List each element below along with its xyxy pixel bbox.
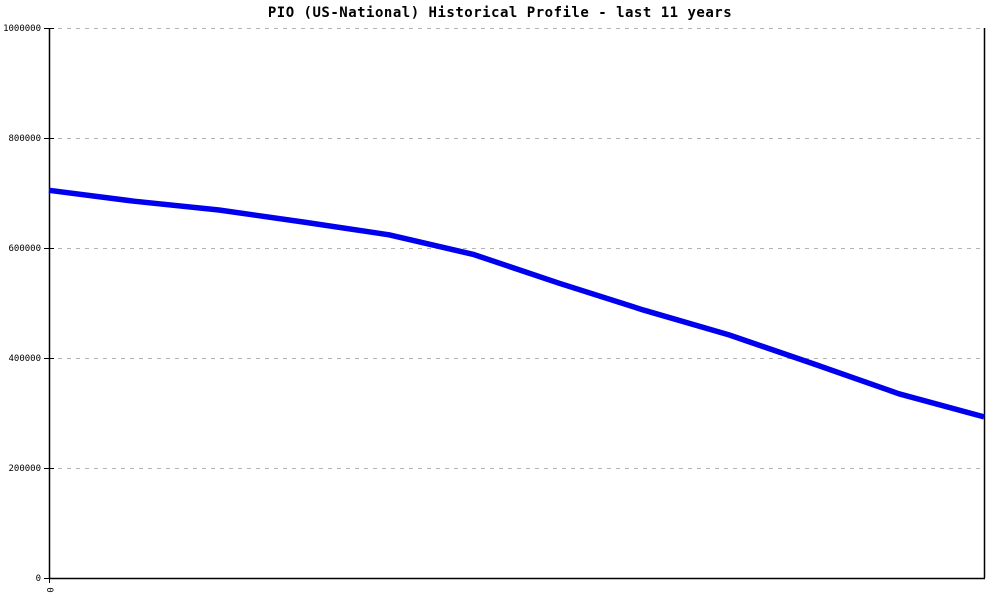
y-axis-tick-label: 800000: [8, 134, 41, 144]
y-axis-tick-label: 1000000: [3, 24, 41, 34]
y-axis-tick-label: 0: [36, 574, 41, 584]
y-axis-tick-label: 600000: [8, 244, 41, 254]
data-series-line: [48, 187, 985, 420]
y-axis-tick-label: 400000: [8, 354, 41, 364]
x-axis-tick-label: 0: [44, 587, 54, 592]
y-axis-tick-label: 200000: [8, 464, 41, 474]
chart-title: PIO (US-National) Historical Profile - l…: [267, 5, 733, 21]
